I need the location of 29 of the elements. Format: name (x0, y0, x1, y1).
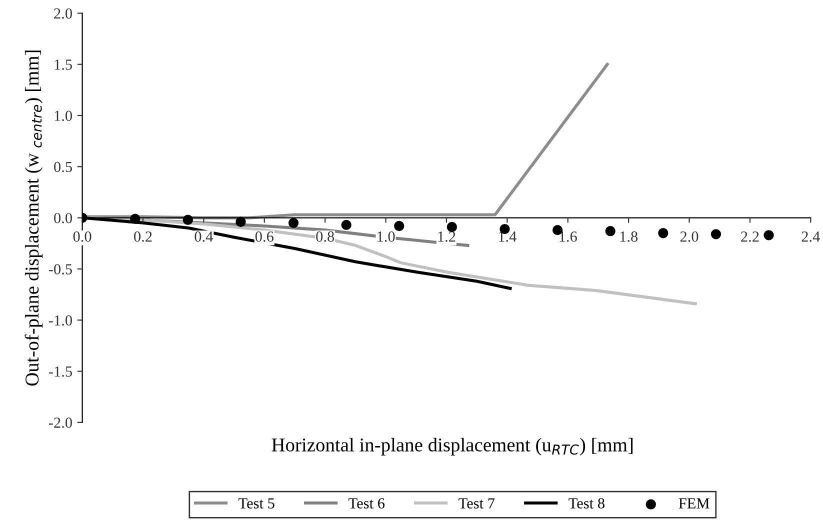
legend-label: Test 5 (238, 498, 274, 509)
x-tick-label: 0.0 (73, 231, 92, 242)
x-tick-label: 1.0 (378, 231, 395, 242)
y-tick-label: 1.5 (54, 60, 72, 70)
legend-label: Test 8 (568, 498, 604, 509)
x-axis-title: Horizontal in-plane displacement (u$_{RTC}$) [mm] (272, 438, 633, 456)
x-tick-label: 2.2 (741, 231, 759, 242)
y-tick-label: -2.0 (48, 418, 72, 428)
x-tick-label: 0.4 (194, 231, 213, 242)
x-tick-label: 1.4 (498, 232, 516, 242)
x-tick-label: 2.0 (680, 231, 698, 242)
y-tick-label: -1.0 (48, 315, 72, 326)
legend-label: Test 6 (348, 498, 385, 509)
x-tick-label: 0.2 (134, 231, 152, 242)
x-tick-label: 1.6 (560, 231, 577, 242)
y-tick-label: 0.0 (54, 212, 72, 224)
x-tick-label: 0.8 (316, 231, 334, 242)
y-tick-label: -0.5 (48, 264, 72, 274)
legend-label: Test 7 (458, 498, 495, 509)
legend-label: FEM (678, 498, 710, 508)
y-axis-title: Out-of-plane displacement (w $_{centre}$) [mm] (24, 50, 43, 386)
y-tick-label: -1.5 (48, 366, 72, 377)
x-tick-label: 2.4 (802, 231, 820, 242)
x-tick-label: 1.2 (438, 231, 456, 242)
x-tick-label: 1.8 (620, 231, 638, 242)
y-tick-label: 2.0 (54, 8, 72, 19)
x-tick-label: 0.6 (255, 231, 274, 242)
y-tick-label: 1.0 (54, 110, 72, 122)
y-tick-label: 0.5 (54, 162, 72, 172)
